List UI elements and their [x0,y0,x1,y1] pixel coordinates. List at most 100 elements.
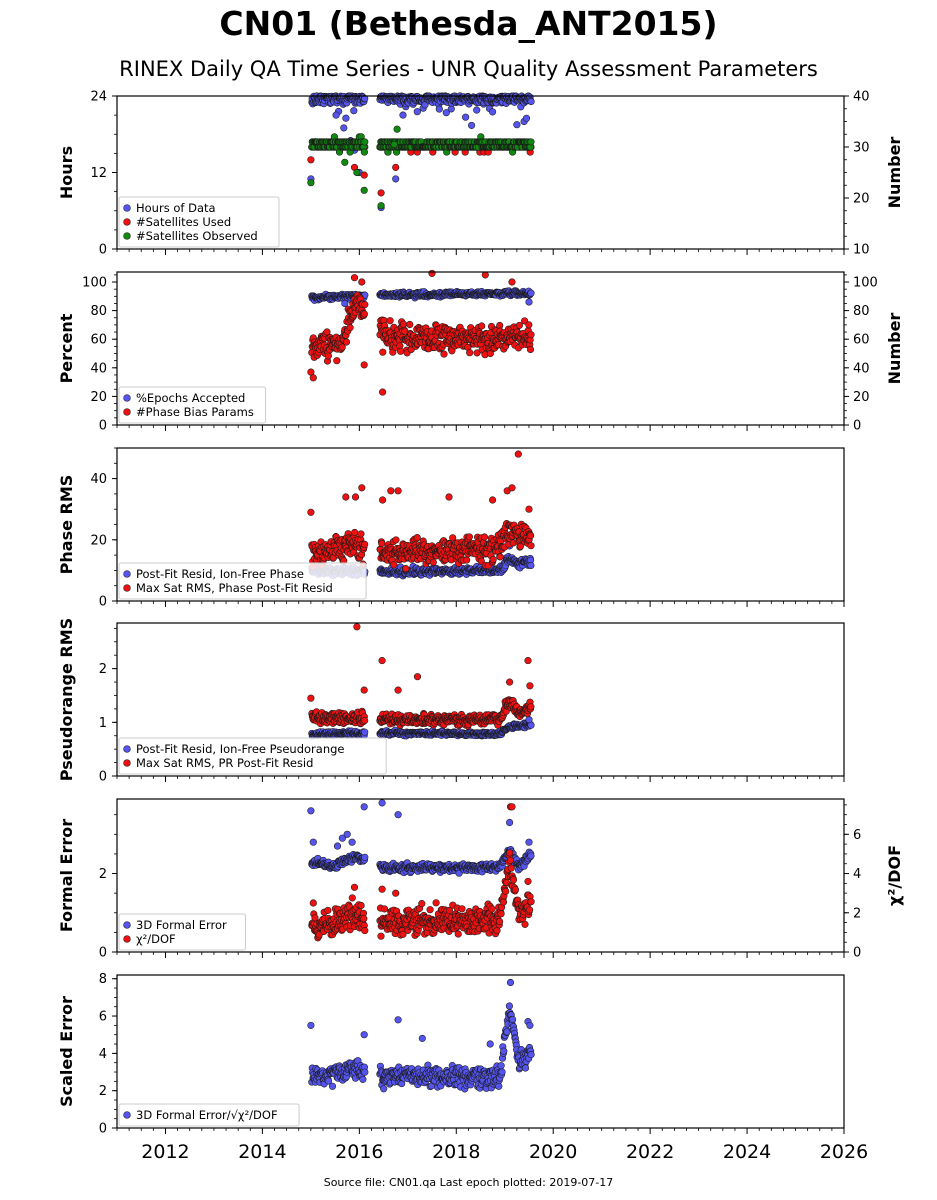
y-axis-label: Percent [57,313,76,383]
legend-marker [123,759,131,767]
outlier-point [309,374,317,382]
outlier-point [353,168,361,177]
data-point [435,105,443,113]
outlier-point [379,388,387,396]
outlier-point [332,111,340,119]
legend-marker [123,570,131,578]
outlier-point [360,186,368,194]
data-point [346,324,354,332]
legend-marker [123,204,131,212]
outlier-point [378,657,386,665]
outlier-point [428,269,436,277]
data-point [361,728,369,736]
outlier-point [393,125,401,133]
outlier-point [524,657,532,665]
outlier-point [343,830,351,838]
y2-tick-label: 40 [853,90,870,105]
legend-marker [123,394,131,402]
data-point [351,528,359,537]
legend-marker [123,584,131,592]
data-point [525,321,533,329]
y-tick-label: 40 [90,361,107,376]
legend: Post-Fit Resid, Ion-Free PseudorangeMax … [118,737,387,775]
outlier-point [525,838,533,846]
outlier-point [307,807,315,815]
data-point [527,532,535,540]
data-point [378,539,386,548]
y-tick-label: 2 [99,662,107,677]
outlier-point [394,811,402,819]
data-point [361,540,369,548]
y-tick-label: 12 [90,166,107,181]
data-point [496,553,504,561]
outlier-point [514,450,522,458]
legend-marker [123,408,131,416]
outlier-point [387,487,395,495]
legend: %Epochs Accepted#Phase Bias Params [118,386,267,424]
data-point [515,321,523,329]
data-point [480,533,489,541]
outlier-point [340,124,348,132]
outlier-point [513,121,521,129]
data-point [463,556,471,564]
data-point [527,97,535,106]
data-point [462,113,470,121]
y2-tick-label: 40 [853,361,870,376]
data-point [399,320,408,328]
y-axis-label: Hours [57,146,76,199]
legend-marker [123,745,131,753]
data-point [361,138,369,146]
outlier-point [377,189,385,197]
data-point [489,555,497,564]
outlier-point [350,274,359,282]
y-tick-label: 60 [90,333,107,348]
data-point [527,289,535,297]
y2-tick-label: 60 [853,333,870,348]
chart-subtitle: RINEX Daily QA Time Series - UNR Quality… [119,57,818,81]
series-1-3 [307,125,535,210]
y2-tick-label: 100 [853,276,878,291]
data-point [527,852,535,860]
data-point [526,345,535,354]
outlier-point [309,838,317,846]
legend-marker [123,232,131,240]
y-axis-label: Phase RMS [57,475,76,575]
series-4-2 [307,623,535,730]
outlier-point [489,108,497,116]
y-tick-label: 0 [99,243,107,258]
chart-title: CN01 (Bethesda_ANT2015) [219,4,718,43]
y-tick-label: 0 [99,419,107,434]
legend-label: Hours of Data [136,201,216,215]
outlier-point [506,678,514,686]
outlier-point [307,508,315,516]
y-tick-label: 1 [99,716,107,731]
legend-label: #Satellites Used [136,215,231,229]
legend-label: %Epochs Accepted [136,391,245,405]
data-point [527,138,535,146]
data-point [324,352,332,360]
outlier-point [394,686,402,694]
outlier-point [342,493,350,501]
y2-tick-label: 30 [853,141,870,156]
outlier-point [360,803,368,811]
y2-tick-label: 0 [853,419,861,434]
y2-axis-label: Number [885,137,904,209]
outlier-point [351,493,360,501]
data-point [361,95,369,103]
data-point [527,703,535,711]
data-point [379,348,387,356]
legend: Hours of Data#Satellites Used#Satellites… [118,196,280,248]
outlier-point [506,818,514,827]
outlier-point [392,175,400,183]
y-tick-label: 40 [90,472,107,487]
outlier-point [413,673,422,681]
outlier-point [348,838,356,846]
outlier-point [377,202,385,210]
data-point [361,301,369,309]
data-point [402,565,410,573]
outlier-point [394,487,402,495]
data-point [466,349,474,357]
data-point [361,853,369,861]
series-3-2 [307,450,535,573]
